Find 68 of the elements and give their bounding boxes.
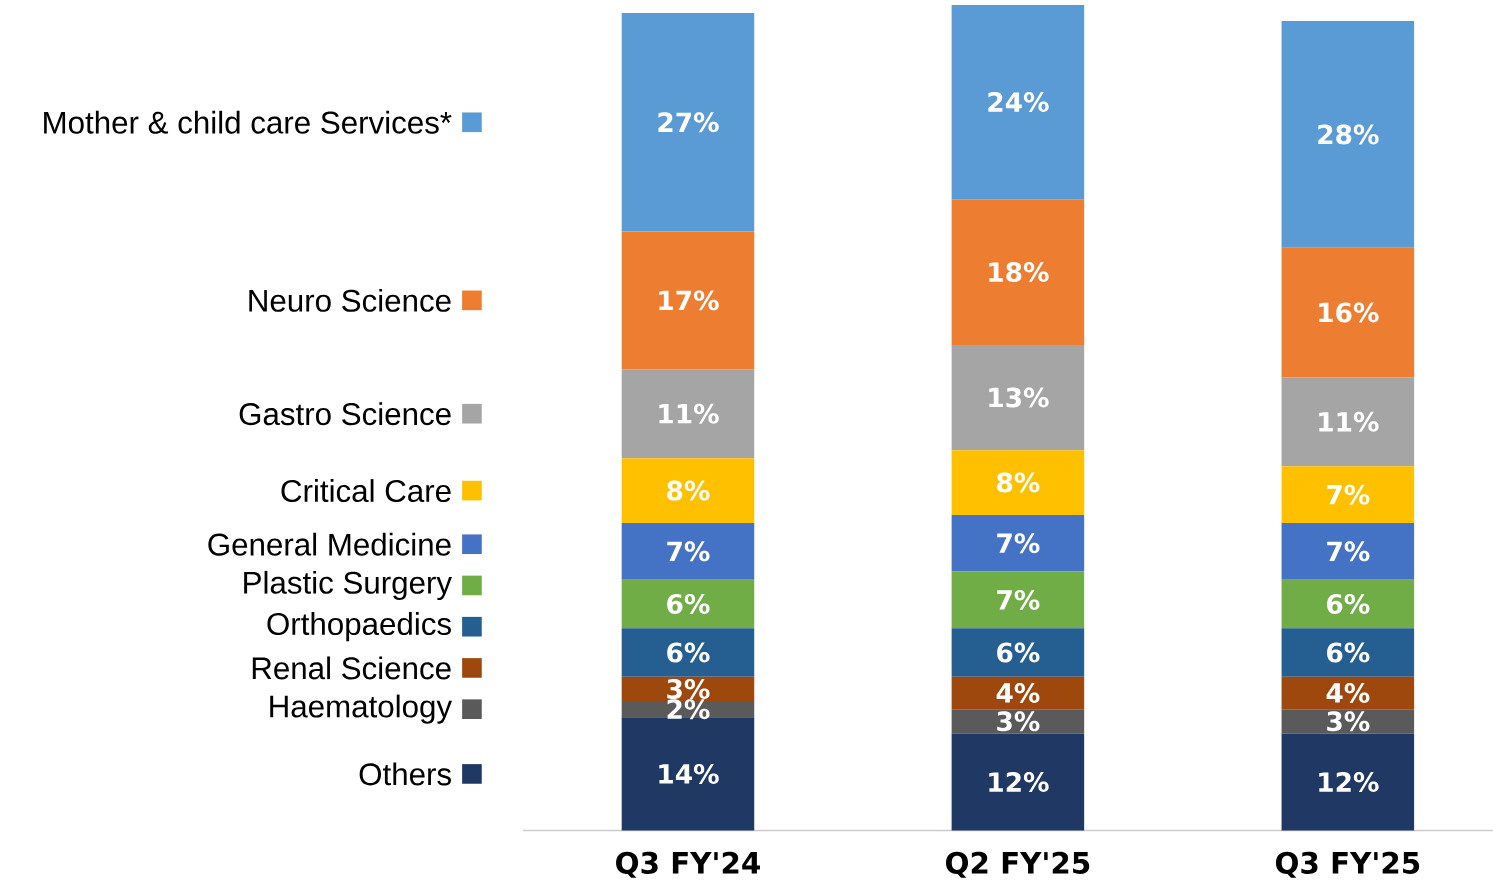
data-label: 3% [667,678,710,699]
bar [1281,247,1415,378]
legend-label: Critical Care [281,478,451,502]
data-label: 12% [1319,771,1379,792]
bar [1281,522,1415,580]
legend-label: Others [359,762,451,786]
bar [621,522,755,580]
data-label: 6% [667,642,710,663]
data-label: 11% [1319,411,1379,432]
legend-label: Mother & child care Services* [44,110,452,134]
data-label: 7% [1327,484,1370,505]
legend-label: Orthopaedics [267,611,451,642]
data-label: 2% [667,698,710,719]
data-label: 4% [1326,682,1370,703]
legend-label: General Medicine [208,532,451,556]
data-label: 6% [1327,593,1370,614]
data-label: 18% [989,261,1049,282]
x-tick-label: Q3 FY'24 [616,851,760,878]
bar [1281,466,1415,523]
bar [621,12,755,232]
data-label: 11% [659,403,719,424]
data-label: 6% [1327,642,1370,663]
bar [951,4,1085,199]
data-label: 8% [667,480,710,501]
legend-label: Plastic Surgery [244,570,452,600]
bar [951,449,1085,515]
bar [1281,20,1415,248]
data-label: 24% [988,91,1049,112]
bar [951,628,1085,677]
x-tick-label: Q3 FY'25 [1275,851,1420,878]
data-label: 6% [667,593,710,614]
data-label: 13% [989,387,1049,408]
data-label: 27% [658,112,719,133]
bar [621,458,755,523]
bar [621,579,755,629]
data-label: 4% [996,682,1040,703]
bar [951,514,1085,572]
data-label: 28% [1318,124,1379,145]
bar [1281,733,1415,831]
data-label: 7% [667,541,710,562]
data-label: 14% [659,763,719,784]
bar [951,571,1085,629]
bar [621,231,755,369]
bar [1281,676,1415,709]
legend-label: Haematology [270,694,452,724]
legend-label: Neuro Science [249,288,451,312]
bar [951,733,1085,831]
bar [951,344,1085,450]
bar [951,676,1085,709]
data-label: 16% [1319,302,1379,323]
bar [621,368,755,459]
data-label: 12% [989,771,1049,792]
bar [1281,628,1415,677]
bar [1281,579,1415,629]
legend-label: Gastro Science [239,402,451,425]
data-label: 3% [1327,711,1370,732]
data-label: 7% [997,589,1040,610]
bar [621,628,755,677]
x-tick-label: Q2 FY'25 [946,851,1090,878]
data-label: 3% [997,711,1040,732]
data-label: 8% [997,472,1040,493]
data-label: 17% [659,290,719,311]
legend-label: Renal Science [252,656,451,680]
data-label: 7% [997,533,1040,554]
data-label: 7% [1327,541,1370,562]
bar [951,198,1085,345]
bar [1281,377,1415,467]
data-label: 6% [997,642,1040,663]
